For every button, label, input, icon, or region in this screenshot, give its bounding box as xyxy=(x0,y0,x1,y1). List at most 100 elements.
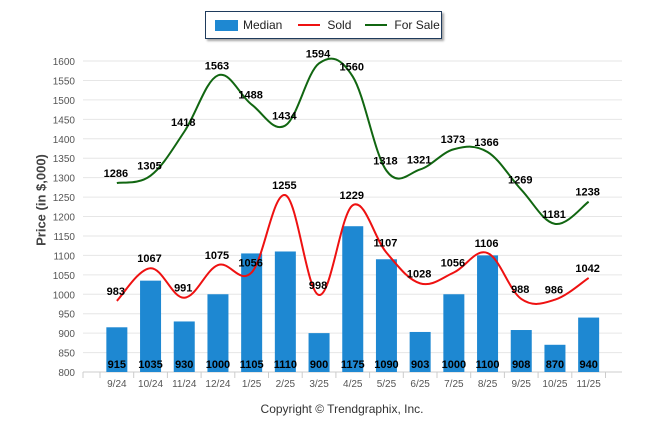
for-sale-data-label: 1318 xyxy=(373,156,397,168)
for-sale-data-label: 1181 xyxy=(542,209,566,221)
median-bar xyxy=(106,327,128,372)
sold-data-label: 1229 xyxy=(340,190,364,202)
y-tick-label: 850 xyxy=(58,349,75,360)
copyright-text: Copyright © Trendgraphix, Inc. xyxy=(260,402,424,416)
x-tick-label: 12/24 xyxy=(205,379,230,390)
x-tick-label: 1/25 xyxy=(242,379,262,390)
median-bar xyxy=(342,226,364,372)
median-swatch xyxy=(215,19,238,31)
legend-label-for-sale: For Sale xyxy=(394,18,440,32)
median-bar xyxy=(308,333,330,372)
median-bars xyxy=(106,226,600,372)
sold-data-label: 998 xyxy=(309,280,327,292)
median-data-label: 915 xyxy=(108,359,126,371)
x-tick-label: 3/25 xyxy=(309,379,329,390)
x-tick-label: 5/25 xyxy=(377,379,397,390)
for-sale-data-label: 1594 xyxy=(306,48,331,60)
y-tick-label: 1350 xyxy=(53,154,76,165)
median-bar xyxy=(544,344,566,372)
x-tick-label: 10/25 xyxy=(542,379,567,390)
sold-data-label: 1075 xyxy=(205,250,229,262)
sold-data-label: 988 xyxy=(511,284,529,296)
x-tick-label: 10/24 xyxy=(138,379,163,390)
sold-data-label: 1056 xyxy=(441,257,465,269)
median-data-label: 908 xyxy=(512,359,530,371)
median-data-label: 870 xyxy=(546,359,564,371)
sold-line xyxy=(116,194,590,305)
sold-data-label: 1106 xyxy=(475,238,499,250)
for-sale-data-label: 1560 xyxy=(340,62,364,74)
median-data-label: 1090 xyxy=(374,359,398,371)
for-sale-swatch xyxy=(365,24,388,26)
y-axis-ticks: 800 850 900 950 1000 1050 1100 1150 1200 1250 1300… xyxy=(53,57,76,379)
y-tick-label: 800 xyxy=(58,368,75,379)
median-data-label: 1000 xyxy=(206,359,230,371)
for-sale-data-label: 1269 xyxy=(508,175,532,187)
median-bar xyxy=(207,294,229,372)
for-sale-data-label: 1286 xyxy=(104,168,128,180)
y-tick-label: 1550 xyxy=(53,76,76,87)
median-data-label: 1175 xyxy=(341,359,365,371)
median-data-label: 1105 xyxy=(240,359,264,371)
legend-item-median[interactable]: Median xyxy=(215,18,282,32)
x-tick-label: 6/25 xyxy=(410,379,430,390)
x-tick-label: 4/25 xyxy=(343,379,363,390)
median-bar xyxy=(477,255,499,372)
y-tick-label: 1250 xyxy=(53,193,76,204)
for-sale-line xyxy=(116,57,590,225)
y-tick-label: 1300 xyxy=(53,174,76,185)
median-bar xyxy=(375,259,397,372)
x-tick-label: 11/25 xyxy=(577,379,602,390)
sold-data-label: 1107 xyxy=(374,238,398,250)
x-tick-label: 7/25 xyxy=(444,379,464,390)
median-bar xyxy=(241,253,263,372)
legend-item-for-sale[interactable]: For Sale xyxy=(365,18,440,32)
sold-data-label: 991 xyxy=(174,283,192,295)
sold-data-label: 1255 xyxy=(272,180,296,192)
x-axis: 9/24 10/24 11/24 12/24 1/25 2/25 3/25 4/25 5/25 6… xyxy=(82,371,622,390)
for-sale-data-label: 1305 xyxy=(137,161,161,173)
for-sale-data-label: 1488 xyxy=(238,90,262,102)
for-sale-data-label: 1373 xyxy=(441,134,465,146)
median-bar xyxy=(510,330,532,372)
median-bar xyxy=(443,294,465,372)
legend-item-sold[interactable]: Sold xyxy=(298,18,351,32)
legend-label-sold: Sold xyxy=(327,18,352,32)
for-sale-data-label: 1366 xyxy=(474,137,498,149)
y-tick-label: 1450 xyxy=(53,115,76,126)
for-sale-data-label: 1434 xyxy=(272,111,297,123)
trend-lines xyxy=(116,57,590,305)
y-tick-label: 1000 xyxy=(53,290,76,301)
legend-label-median: Median xyxy=(243,18,283,32)
y-tick-label: 1150 xyxy=(53,232,75,243)
median-data-label: 1110 xyxy=(274,359,297,371)
median-bar xyxy=(274,251,296,372)
median-bar xyxy=(409,331,431,372)
x-tick-label: 9/25 xyxy=(512,379,532,390)
for-sale-data-label: 1321 xyxy=(407,154,431,166)
y-axis-title: Price (in $,000) xyxy=(33,154,49,246)
median-bar xyxy=(140,280,162,372)
median-data-label: 1035 xyxy=(138,359,162,371)
median-data-label: 900 xyxy=(310,359,328,371)
median-bar xyxy=(578,317,600,372)
sold-data-label: 986 xyxy=(545,285,563,297)
median-data-label: 930 xyxy=(175,359,193,371)
for-sale-data-label: 1418 xyxy=(171,117,195,129)
x-tick-label: 8/25 xyxy=(478,379,498,390)
y-tick-label: 1400 xyxy=(53,135,76,146)
legend: Median Sold For Sale xyxy=(205,11,442,39)
sold-swatch xyxy=(298,24,321,26)
for-sale-data-label: 1238 xyxy=(575,187,599,199)
sold-data-label: 1042 xyxy=(575,263,599,275)
data-labels: 915 1035 930 1000 1105 1110 900 1175 1090 903 1000… xyxy=(104,48,600,371)
y-tick-label: 1100 xyxy=(53,251,75,262)
sold-data-label: 983 xyxy=(107,286,125,298)
y-tick-label: 950 xyxy=(58,310,75,321)
sold-data-label: 1056 xyxy=(238,257,262,269)
sold-data-label: 1067 xyxy=(137,253,161,265)
y-tick-label: 900 xyxy=(58,329,75,340)
median-data-label: 1100 xyxy=(476,359,500,371)
x-tick-label: 11/24 xyxy=(172,379,197,390)
y-tick-label: 1200 xyxy=(53,213,76,224)
